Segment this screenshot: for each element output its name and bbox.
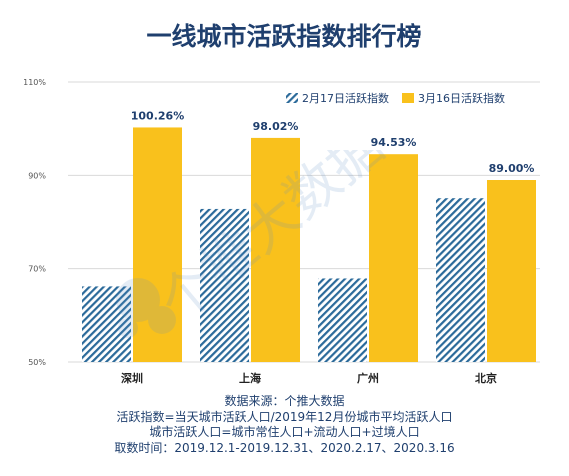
data-labels: 100.26% 98.02% 94.53% 89.00% xyxy=(131,109,535,175)
data-label: 89.00% xyxy=(489,162,535,175)
bar-mar16-2 xyxy=(369,154,418,362)
data-label: 98.02% xyxy=(253,120,299,133)
x-tick-label: 北京 xyxy=(475,371,497,385)
footer-notes: 数据来源：个推大数据 活跃指数=当天城市活跃人口/2019年12月份城市平均活跃… xyxy=(0,394,569,456)
footer-definition: 活跃指数=当天城市活跃人口/2019年12月份城市平均活跃人口 xyxy=(116,409,453,424)
bar-feb17-2 xyxy=(318,278,367,362)
x-tick-label: 上海 xyxy=(239,371,261,385)
y-tick-label: 50% xyxy=(28,358,46,367)
chart: 一线城市活跃指数排行榜 50% 70% 90% 110% 100.26% 98.02% 9… xyxy=(23,22,540,385)
x-axis: 深圳 上海 广州 北京 xyxy=(121,371,497,385)
bar-mar16-1 xyxy=(251,137,300,362)
legend-swatch-mar16 xyxy=(402,93,414,103)
legend-swatch-feb17 xyxy=(286,93,298,103)
legend-label-feb17: 2月17日活跃指数 xyxy=(302,91,389,105)
legend-label-mar16: 3月16日活跃指数 xyxy=(418,91,505,105)
bar-feb17-1 xyxy=(200,208,249,362)
y-tick-label: 70% xyxy=(28,265,46,274)
data-label: 94.53% xyxy=(371,136,417,149)
bar-mar16-0 xyxy=(133,127,182,362)
y-tick-label: 90% xyxy=(28,171,46,180)
footer-source: 数据来源：个推大数据 xyxy=(224,394,345,408)
footer-population: 城市活跃人口=城市常住人口+流动人口+过境人口 xyxy=(149,425,420,439)
data-label: 100.26% xyxy=(131,109,184,122)
legend: 2月17日活跃指数 3月16日活跃指数 xyxy=(286,91,505,105)
x-tick-label: 深圳 xyxy=(121,371,143,385)
y-tick-label: 110% xyxy=(23,78,46,87)
bars xyxy=(82,127,536,362)
footer-date-range: 取数时间：2019.12.1-2019.12.31、2020.2.17、2020… xyxy=(114,440,455,455)
bar-mar16-3 xyxy=(487,180,536,362)
chart-title: 一线城市活跃指数排行榜 xyxy=(146,22,421,51)
bar-feb17-3 xyxy=(436,198,485,362)
bar-feb17-0 xyxy=(82,286,131,362)
y-axis: 50% 70% 90% 110% xyxy=(23,78,46,367)
x-tick-label: 广州 xyxy=(357,371,379,385)
